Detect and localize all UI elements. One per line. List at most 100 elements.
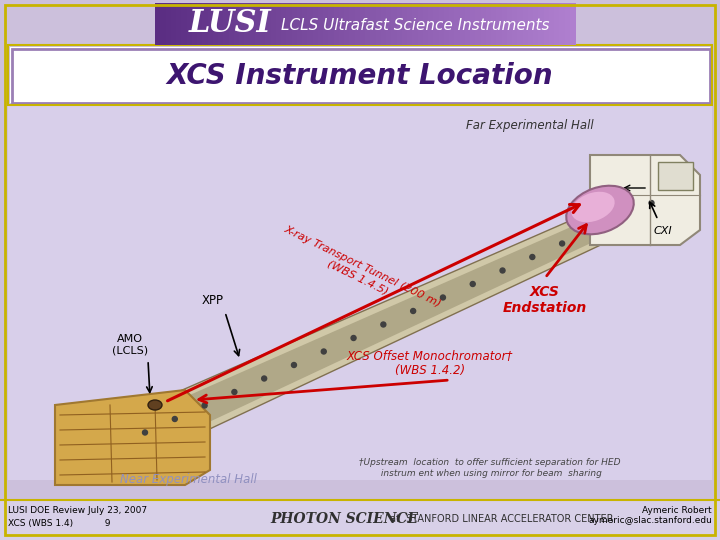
Circle shape	[470, 281, 475, 287]
Bar	[418, 3, 423, 45]
Text: Near Experimental Hall: Near Experimental Hall	[120, 474, 257, 487]
Bar	[413, 3, 418, 45]
Bar	[228, 3, 234, 45]
Bar	[554, 3, 559, 45]
Circle shape	[172, 416, 177, 422]
Bar	[271, 3, 276, 45]
Bar	[260, 3, 266, 45]
Bar	[444, 3, 449, 45]
Bar	[181, 3, 187, 45]
Bar	[344, 3, 350, 45]
Circle shape	[559, 241, 564, 246]
Bar	[349, 3, 355, 45]
Bar	[297, 3, 302, 45]
Bar	[428, 3, 433, 45]
Text: Aymeric Robert
aymeric@slac.stanford.edu: Aymeric Robert aymeric@slac.stanford.edu	[588, 506, 712, 525]
Text: XCS Instrument Location: XCS Instrument Location	[167, 62, 553, 90]
Circle shape	[649, 200, 654, 206]
Circle shape	[143, 430, 148, 435]
Bar	[250, 3, 256, 45]
Bar	[386, 3, 392, 45]
Bar	[197, 3, 203, 45]
Bar	[202, 3, 208, 45]
Bar	[470, 3, 476, 45]
Bar	[12, 49, 710, 103]
Bar	[292, 3, 297, 45]
Bar	[354, 3, 360, 45]
Bar	[186, 3, 192, 45]
Bar	[192, 3, 197, 45]
Text: Far Experimental Hall: Far Experimental Hall	[466, 118, 594, 132]
Bar	[391, 3, 397, 45]
Circle shape	[321, 349, 326, 354]
Bar	[10, 47, 710, 103]
Ellipse shape	[566, 186, 634, 234]
Bar	[255, 3, 261, 45]
Bar	[559, 3, 565, 45]
Circle shape	[590, 227, 595, 233]
Bar	[491, 3, 497, 45]
Bar	[397, 3, 402, 45]
Ellipse shape	[572, 192, 615, 222]
Bar	[161, 3, 166, 45]
Circle shape	[441, 295, 446, 300]
Bar	[155, 3, 161, 45]
Text: XPP: XPP	[202, 294, 224, 307]
Bar	[171, 3, 176, 45]
Bar	[402, 3, 408, 45]
Bar	[438, 3, 444, 45]
Bar	[239, 3, 245, 45]
Bar	[454, 3, 460, 45]
Text: AMO
(LCLS): AMO (LCLS)	[112, 334, 148, 356]
Bar	[323, 3, 329, 45]
Bar	[512, 3, 518, 45]
Circle shape	[261, 376, 266, 381]
Text: LCLS Ultrafast Science Instruments: LCLS Ultrafast Science Instruments	[281, 18, 549, 33]
Text: LUSI: LUSI	[189, 9, 271, 39]
Bar	[480, 3, 486, 45]
Bar	[517, 3, 523, 45]
Text: PHOTON SCIENCE: PHOTON SCIENCE	[270, 512, 418, 526]
Circle shape	[381, 322, 386, 327]
Text: †Upstream  location  to offer sufficient separation for HED
 instrum ent when us: †Upstream location to offer sufficient s…	[359, 458, 621, 478]
Text: LUSI DOE Review July 23, 2007: LUSI DOE Review July 23, 2007	[8, 506, 147, 515]
Text: XCS
Endstation: XCS Endstation	[503, 285, 587, 315]
Polygon shape	[590, 155, 700, 245]
Bar	[312, 3, 318, 45]
Bar	[523, 3, 528, 45]
Circle shape	[232, 389, 237, 395]
Bar	[507, 3, 513, 45]
Bar	[287, 3, 292, 45]
Bar	[318, 3, 323, 45]
Bar	[360, 3, 366, 45]
Text: CXI: CXI	[654, 226, 672, 236]
Bar	[281, 3, 287, 45]
Bar	[407, 3, 413, 45]
Bar	[449, 3, 455, 45]
Bar	[486, 3, 492, 45]
Bar	[302, 3, 307, 45]
Text: XCS Offset Monochromator†
(WBS 1.4.2): XCS Offset Monochromator† (WBS 1.4.2)	[347, 349, 513, 377]
Bar	[528, 3, 534, 45]
Polygon shape	[55, 390, 210, 485]
Bar	[459, 3, 465, 45]
Text: at  STANFORD LINEAR ACCELERATOR CENTER: at STANFORD LINEAR ACCELERATOR CENTER	[390, 514, 613, 524]
Bar	[533, 3, 539, 45]
Bar	[207, 3, 213, 45]
Bar	[176, 3, 181, 45]
Bar	[234, 3, 240, 45]
Circle shape	[410, 308, 415, 314]
Bar	[423, 3, 428, 45]
Text: X-ray Transport Tunnel (200 m)
(WBS 1.4.5): X-ray Transport Tunnel (200 m) (WBS 1.4.…	[277, 224, 443, 320]
Bar	[328, 3, 334, 45]
Bar	[265, 3, 271, 45]
Bar	[0, 500, 720, 540]
Bar	[212, 3, 218, 45]
Bar	[370, 3, 376, 45]
Bar	[564, 3, 570, 45]
Circle shape	[202, 403, 207, 408]
Bar	[166, 3, 171, 45]
Bar	[365, 3, 371, 45]
Bar	[539, 3, 544, 45]
Bar	[223, 3, 229, 45]
